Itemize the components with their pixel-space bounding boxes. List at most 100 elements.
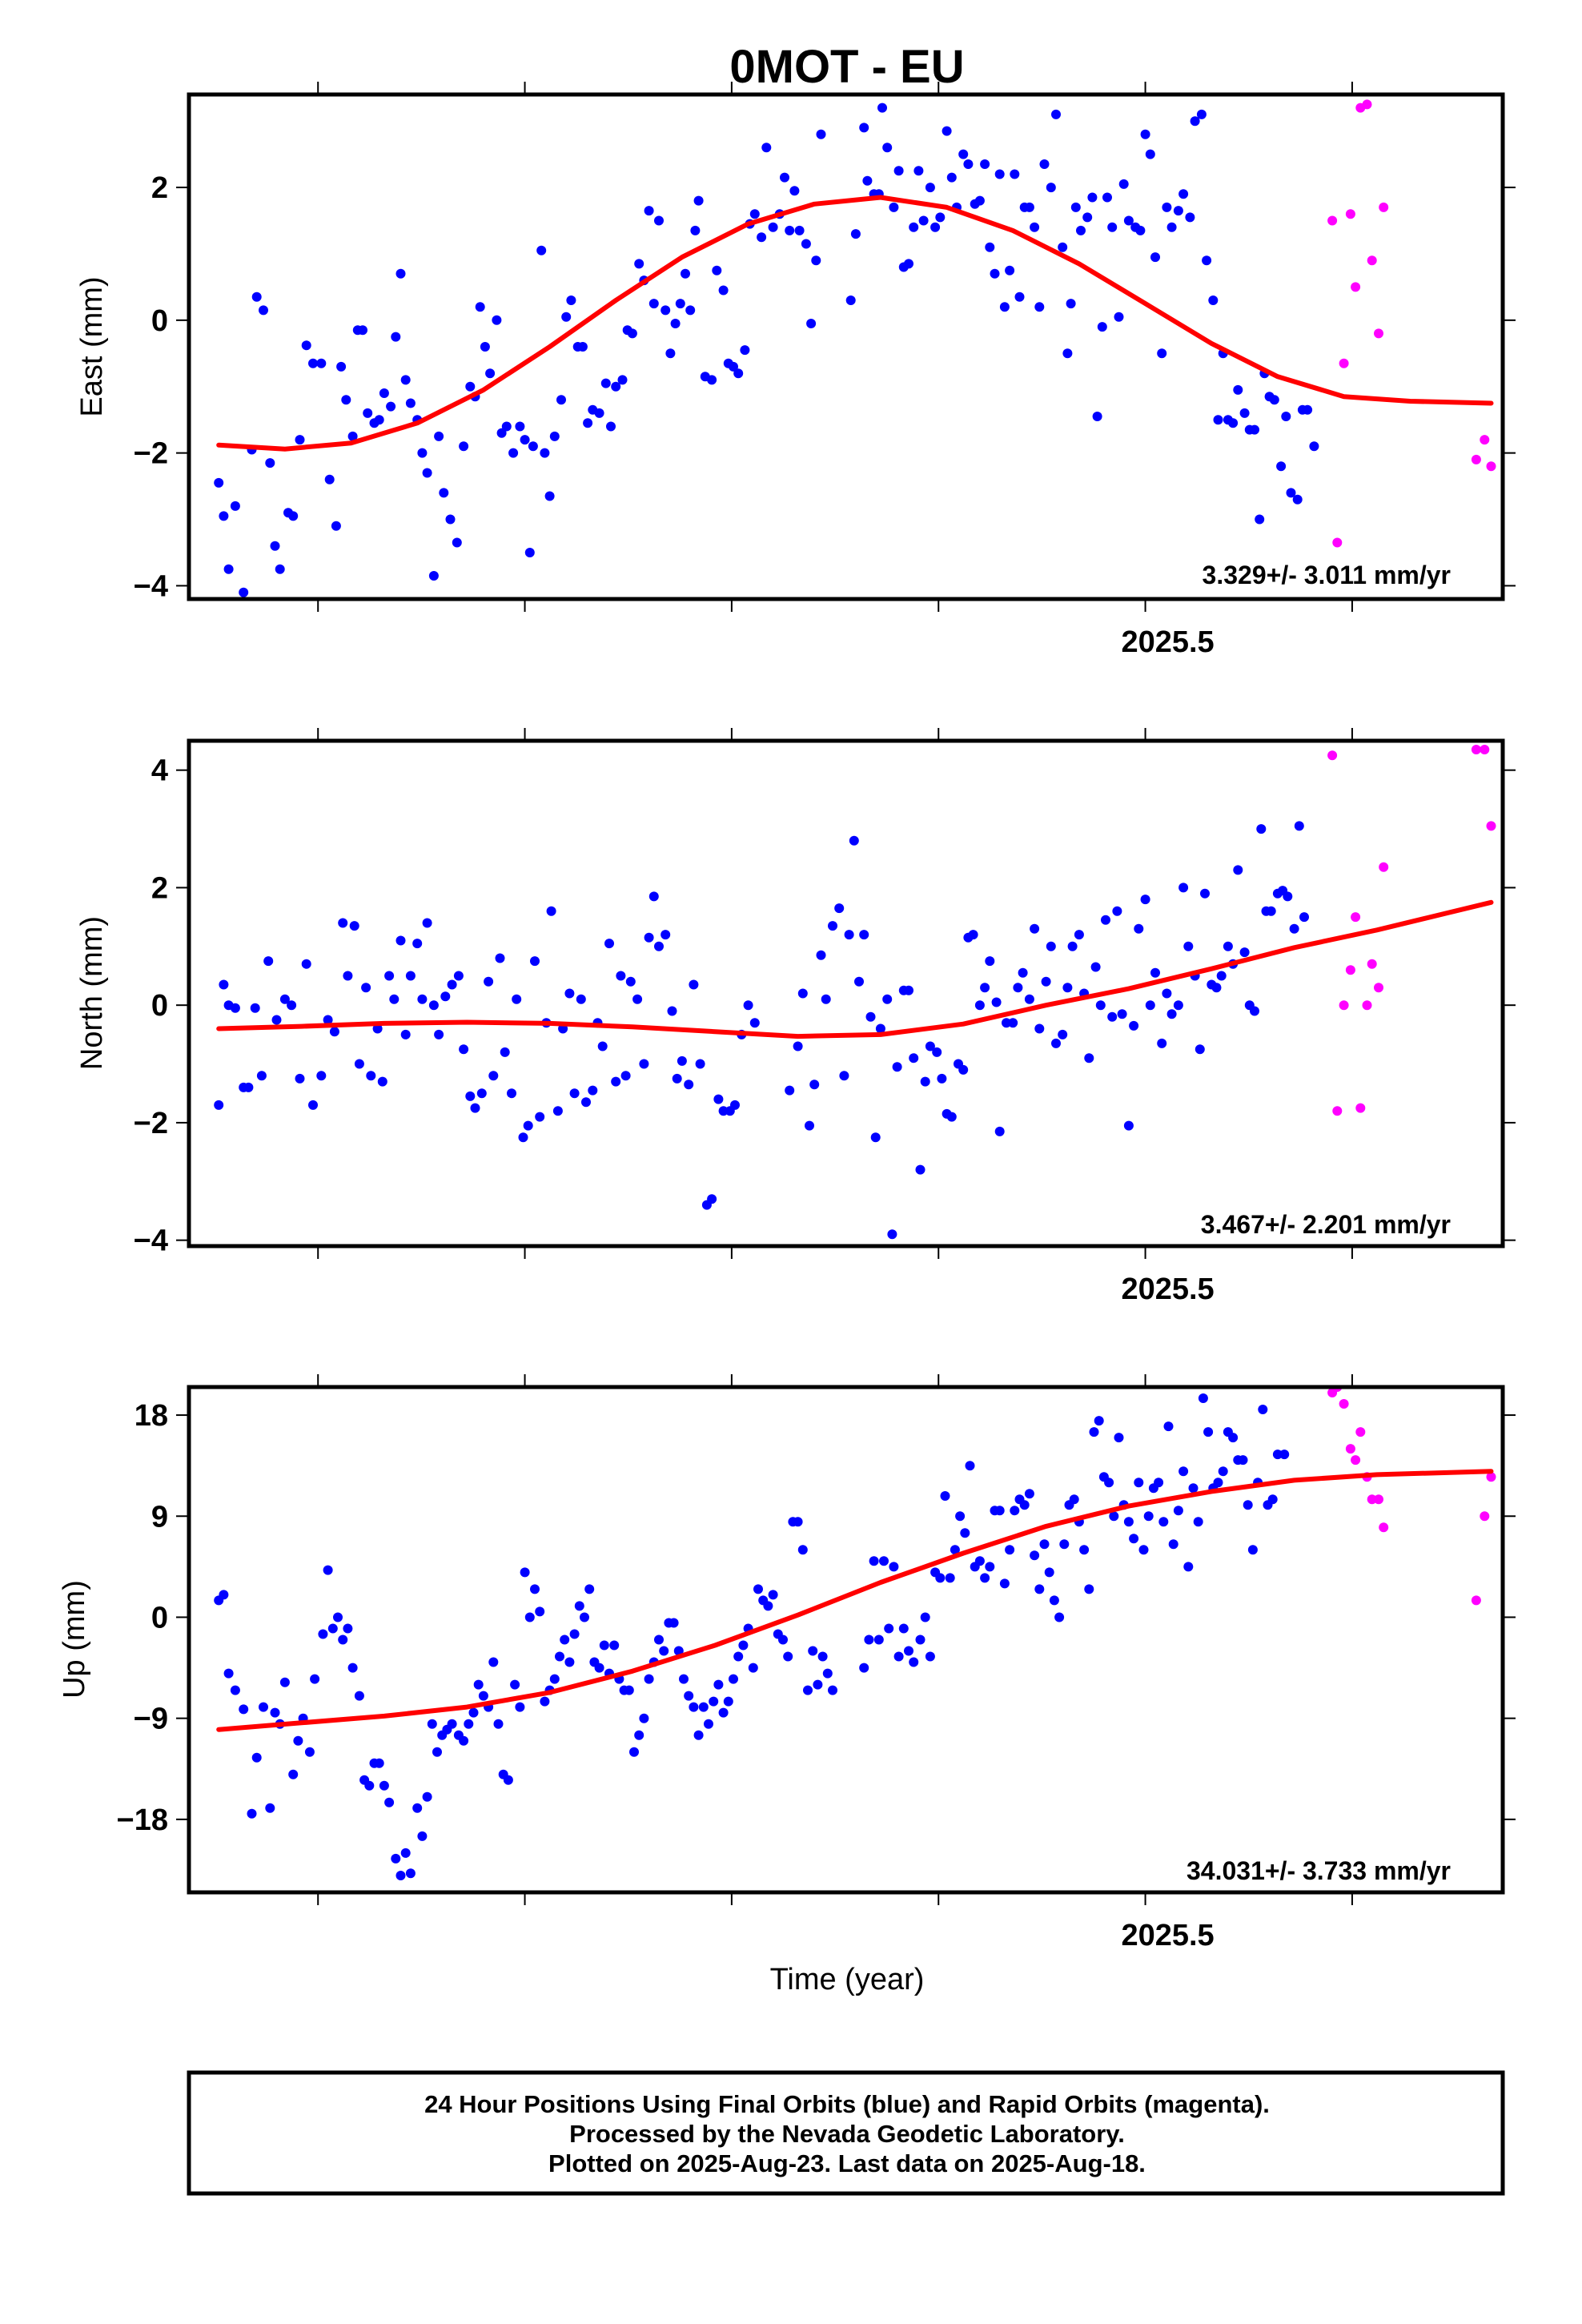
north-final-point <box>1157 1038 1167 1048</box>
east-points <box>214 99 1496 597</box>
up-final-point <box>945 1573 955 1583</box>
east-final-point <box>577 342 588 352</box>
east-final-point <box>265 458 275 468</box>
east-final-point <box>654 215 664 226</box>
north-final-point <box>500 1047 510 1057</box>
east-plot-frame <box>187 92 1505 601</box>
north-final-point <box>932 1047 942 1057</box>
up-final-point <box>347 1663 358 1673</box>
north-final-point <box>389 994 400 1004</box>
up-final-point <box>535 1606 545 1617</box>
east-final-point <box>749 209 760 219</box>
east-final-point <box>1039 159 1050 169</box>
north-final-point <box>639 1059 649 1069</box>
east-final-point <box>958 149 969 159</box>
east-final-point <box>374 415 384 425</box>
north-rapid-point <box>1355 1103 1366 1113</box>
up-final-point <box>1039 1539 1050 1550</box>
east-final-point <box>594 408 604 418</box>
east-final-point <box>583 418 593 428</box>
east-final-point <box>1145 149 1155 159</box>
north-axis-ticks: 2025.5 −4 −2 0 2 4 <box>134 728 1516 1306</box>
east-final-point <box>611 381 621 392</box>
east-final-point <box>909 222 919 232</box>
north-final-point <box>569 1088 580 1099</box>
east-final-point <box>1166 222 1177 232</box>
up-final-point <box>1138 1545 1149 1555</box>
up-final-point <box>1238 1455 1248 1466</box>
north-final-point <box>308 1100 318 1110</box>
east-final-point <box>999 302 1010 312</box>
north-final-point <box>925 1041 935 1051</box>
east-final-point <box>1276 461 1287 472</box>
up-final-point <box>304 1747 315 1757</box>
up-final-point <box>584 1584 595 1594</box>
up-final-point <box>323 1565 333 1575</box>
up-final-point <box>609 1640 620 1651</box>
east-final-point <box>540 448 550 458</box>
up-final-point <box>729 1674 738 1684</box>
up-final-point <box>723 1696 733 1707</box>
east-final-point <box>1250 424 1259 435</box>
up-rapid-point <box>1486 1472 1496 1482</box>
north-final-point <box>611 1076 621 1087</box>
up-panel: 2025.5 −18 −9 0 9 18 Up (mm) 34.031+/- 3.733 … <box>58 1374 1516 1952</box>
up-final-point <box>1243 1500 1253 1510</box>
east-final-point <box>1213 415 1223 425</box>
north-final-point <box>809 1080 820 1090</box>
up-final-point <box>1173 1506 1183 1516</box>
up-rapid-point <box>1471 1595 1481 1606</box>
up-rate-label: 34.031+/- 3.733 mm/yr <box>1186 1856 1451 1885</box>
north-final-point <box>797 988 808 999</box>
east-final-point <box>889 202 899 212</box>
up-final-point <box>1193 1517 1203 1527</box>
up-final-point <box>659 1646 669 1656</box>
up-final-point <box>422 1791 432 1802</box>
up-final-point <box>1183 1562 1194 1572</box>
east-rate-label: 3.329+/- 3.011 mm/yr <box>1203 561 1451 589</box>
east-final-point <box>363 408 373 418</box>
north-final-point <box>865 1011 876 1022</box>
north-final-point <box>1024 994 1034 1004</box>
east-final-point <box>789 186 800 196</box>
north-rapid-point <box>1339 1000 1349 1011</box>
up-final-point <box>999 1578 1010 1589</box>
up-final-point <box>817 1651 828 1662</box>
north-final-point <box>1195 1044 1205 1055</box>
east-final-point <box>1102 192 1112 203</box>
north-final-point <box>834 903 845 914</box>
east-rapid-point <box>1367 255 1377 266</box>
up-y-tick-label: −18 <box>117 1803 168 1837</box>
north-final-point <box>1084 1053 1094 1063</box>
north-rapid-point <box>1486 821 1496 831</box>
north-final-point <box>488 1071 499 1081</box>
north-final-point <box>301 959 311 969</box>
up-final-point <box>1129 1534 1139 1544</box>
up-final-point <box>1134 1478 1144 1488</box>
up-final-point <box>1178 1466 1189 1477</box>
up-final-point <box>813 1679 823 1690</box>
north-final-point <box>1058 1029 1068 1039</box>
east-final-point <box>1030 222 1040 232</box>
up-final-point <box>396 1871 406 1880</box>
east-final-point <box>877 103 887 113</box>
north-final-point <box>632 994 643 1004</box>
north-final-point <box>588 1085 598 1096</box>
north-final-point <box>1129 1020 1139 1031</box>
up-final-point <box>524 1612 535 1622</box>
north-final-point <box>476 1088 487 1099</box>
east-final-point <box>963 159 974 169</box>
north-y-tick-label: 0 <box>151 989 168 1023</box>
north-final-point <box>958 1064 969 1075</box>
up-final-point <box>265 1803 275 1813</box>
east-final-point <box>379 388 389 398</box>
north-model-line <box>216 899 1494 1039</box>
north-final-point <box>1173 1000 1183 1011</box>
up-final-point <box>270 1707 280 1718</box>
north-final-point <box>974 1000 985 1011</box>
east-final-point <box>417 448 428 458</box>
east-final-point <box>1233 384 1243 395</box>
north-final-point <box>730 1100 740 1110</box>
east-final-point <box>740 345 750 356</box>
east-final-point <box>496 428 507 438</box>
